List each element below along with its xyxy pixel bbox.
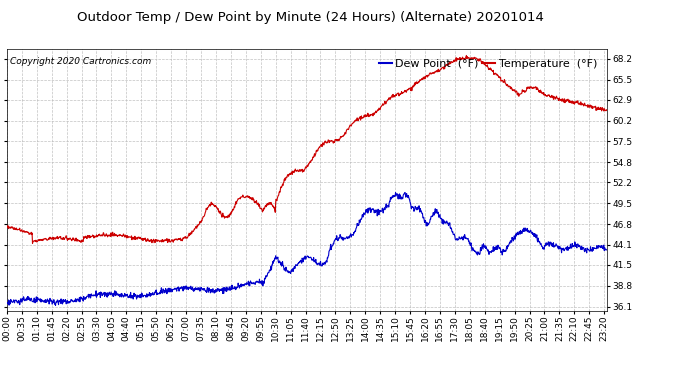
Text: Outdoor Temp / Dew Point by Minute (24 Hours) (Alternate) 20201014: Outdoor Temp / Dew Point by Minute (24 H…	[77, 11, 544, 24]
Text: Copyright 2020 Cartronics.com: Copyright 2020 Cartronics.com	[10, 57, 151, 66]
Legend: Dew Point  (°F), Temperature  (°F): Dew Point (°F), Temperature (°F)	[375, 54, 602, 73]
